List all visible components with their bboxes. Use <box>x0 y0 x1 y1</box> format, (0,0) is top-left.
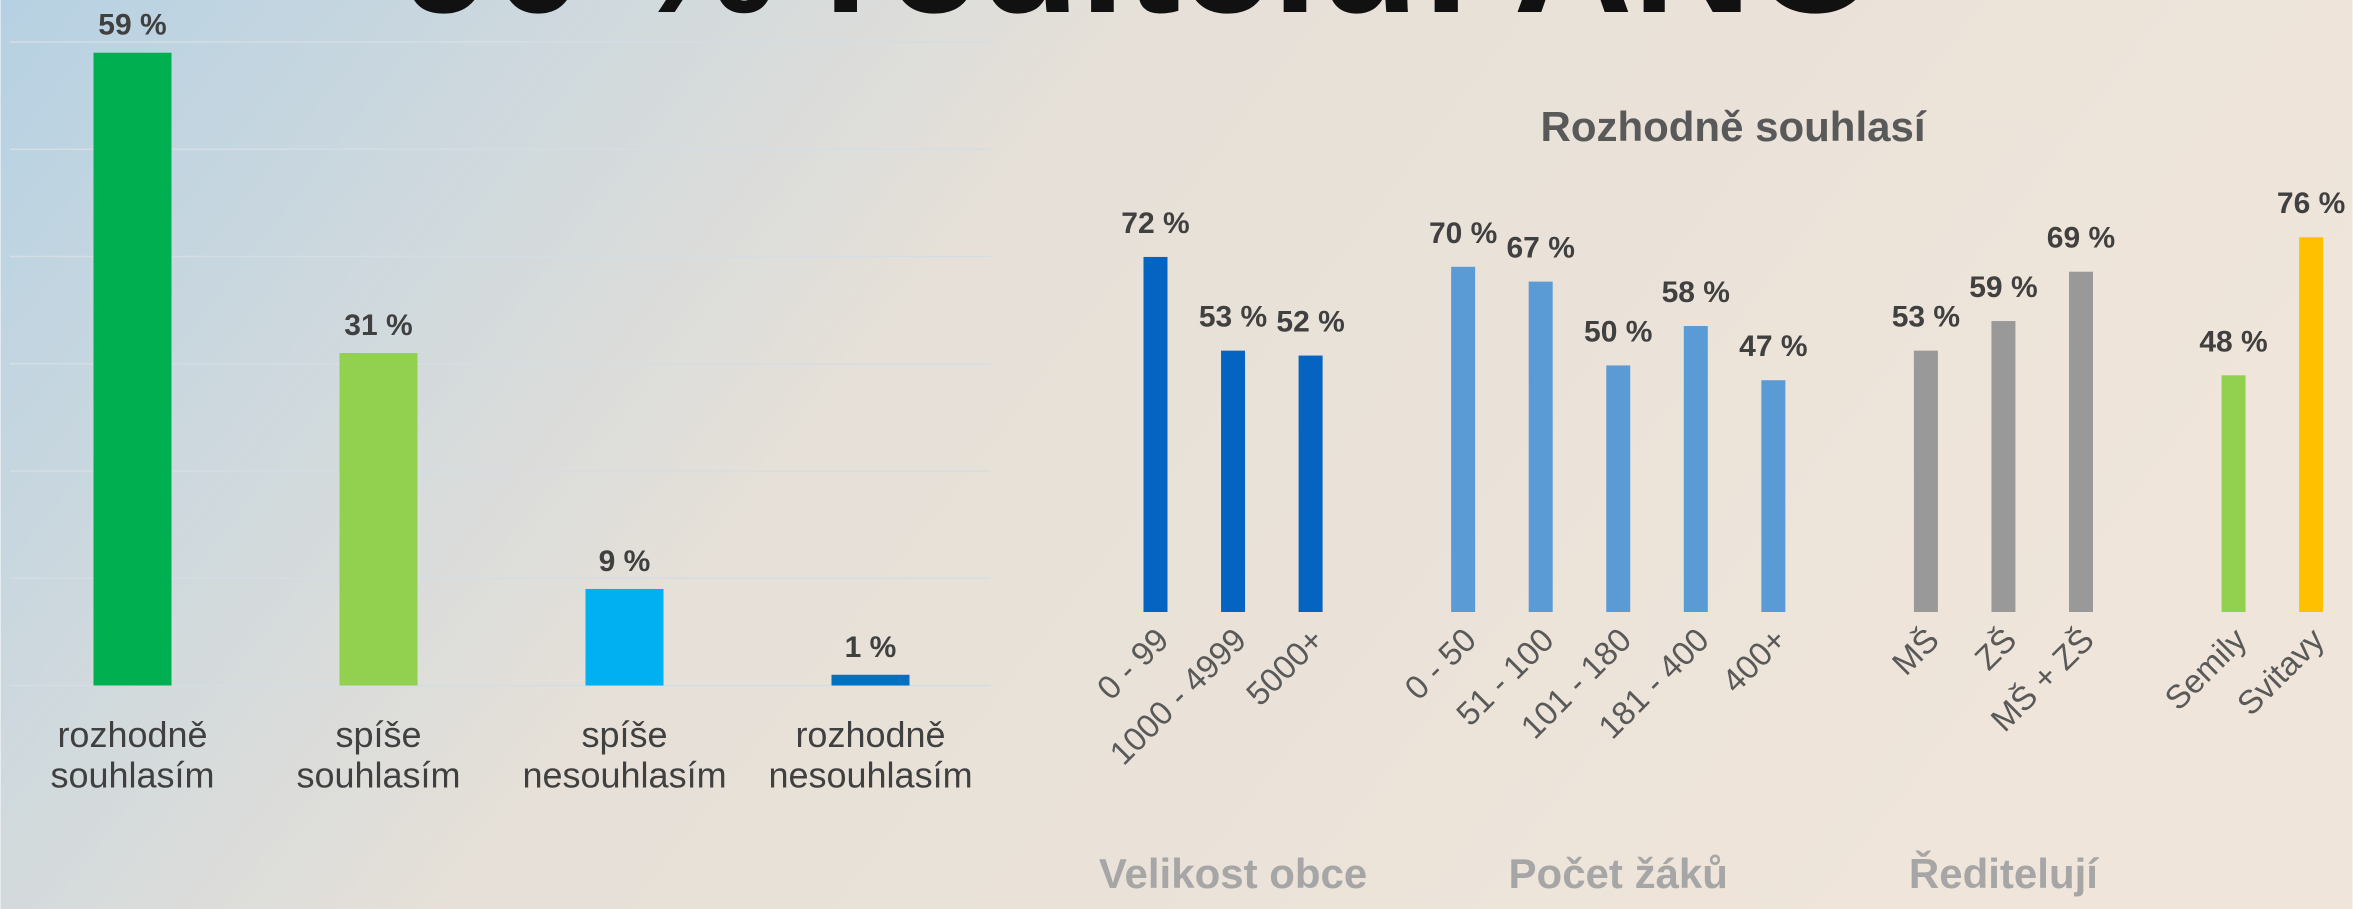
chart-title: Rozhodně souhlasí <box>1540 103 1926 150</box>
value-label: 52 % <box>1276 306 1344 339</box>
group-label: Velikost obce <box>1099 850 1367 897</box>
group-label: Ředitelují <box>1909 849 2099 897</box>
bar <box>1683 325 1708 612</box>
value-label: 69 % <box>2047 222 2115 255</box>
value-label: 59 % <box>98 9 166 42</box>
bar <box>1528 281 1553 612</box>
value-label: 59 % <box>1969 271 2037 304</box>
bar <box>1143 256 1168 612</box>
value-label: 50 % <box>1584 315 1652 348</box>
bar <box>831 674 910 686</box>
value-label: 48 % <box>2199 325 2267 358</box>
value-label: 9 % <box>599 545 651 578</box>
value-label: 53 % <box>1892 301 1960 334</box>
bar <box>1991 321 2016 612</box>
x-tick-label: souhlasím <box>296 755 460 796</box>
bar <box>1451 266 1476 612</box>
x-tick-label: spíše <box>335 714 421 755</box>
x-tick-label: nesouhlasím <box>768 755 972 796</box>
value-label: 53 % <box>1199 301 1267 334</box>
bar <box>2299 237 2324 613</box>
x-tick-label: nesouhlasím <box>522 755 726 796</box>
value-label: 1 % <box>845 631 897 664</box>
value-label: 47 % <box>1739 330 1807 363</box>
bar <box>1298 355 1323 612</box>
bar <box>585 588 664 686</box>
bar <box>1761 380 1786 612</box>
value-label: 72 % <box>1121 207 1189 240</box>
x-tick-label: souhlasím <box>50 755 214 796</box>
bar <box>1913 350 1938 612</box>
x-tick-label: rozhodně <box>795 714 945 755</box>
bar <box>2221 375 2246 612</box>
bar <box>93 52 172 686</box>
bar <box>1221 350 1246 612</box>
group-label: Počet žáků <box>1509 850 1728 897</box>
x-tick-label: spíše <box>581 714 667 755</box>
value-label: 58 % <box>1662 276 1730 309</box>
slide-title: 90 % ředitelů: ANO <box>401 0 1880 47</box>
value-label: 67 % <box>1507 232 1575 265</box>
bar <box>1606 365 1631 612</box>
bar <box>2069 271 2093 612</box>
bar <box>339 353 418 686</box>
value-label: 70 % <box>1429 217 1497 250</box>
value-label: 31 % <box>344 309 412 342</box>
value-label: 76 % <box>2277 187 2345 220</box>
x-tick-label: rozhodně <box>57 714 207 755</box>
